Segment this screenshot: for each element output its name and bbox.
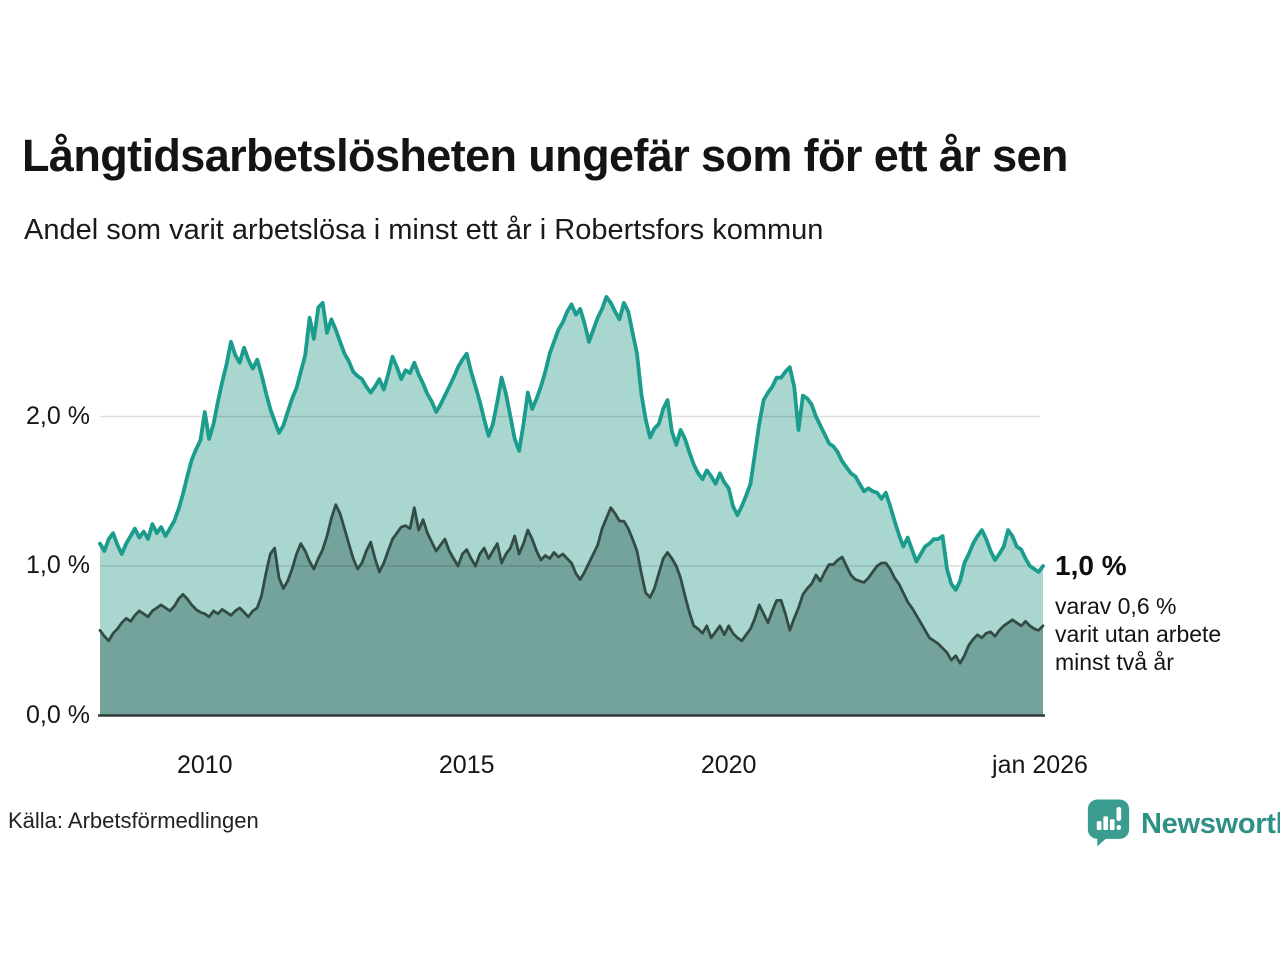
detail-line-2: varit utan arbete (1055, 621, 1222, 647)
area-unemployed-2yr (100, 504, 1043, 716)
y-axis-tick-1pct: 1,0 % (26, 551, 90, 579)
x-axis-tick-jan-2026: jan 2026 (992, 751, 1088, 779)
source-note: Källa: Arbetsförmedlingen (8, 808, 259, 833)
line-unemployed-2yr (98, 503, 1045, 665)
x-axis-tick-2020: 2020 (700, 751, 757, 779)
latest-value-detail: varav 0,6 % varit utan arbete minst två … (1055, 592, 1221, 676)
x-axis-tick-2010: 2010 (176, 751, 233, 779)
x-axis-tick-2015: 2015 (438, 751, 495, 779)
detail-line-3: minst två år (1055, 649, 1174, 675)
newsworthy-branding: Newsworthy (1086, 797, 1280, 852)
newsworthy-wordmark: Newsworthy (1141, 808, 1280, 840)
latest-value-label: 1,0 % (1055, 550, 1127, 581)
line-unemployed-1yr (98, 295, 1045, 592)
page-title: Långtidsarbetslösheten ungefär som för e… (22, 130, 1068, 181)
y-axis-tick-2pct: 2,0 % (26, 401, 90, 430)
newsworthy-logo-icon (1086, 797, 1131, 852)
page-subtitle: Andel som varit arbetslösa i minst ett å… (24, 214, 824, 246)
y-axis-tick-0pct: 0,0 % (26, 700, 90, 729)
detail-line-1: varav 0,6 % (1055, 593, 1177, 619)
